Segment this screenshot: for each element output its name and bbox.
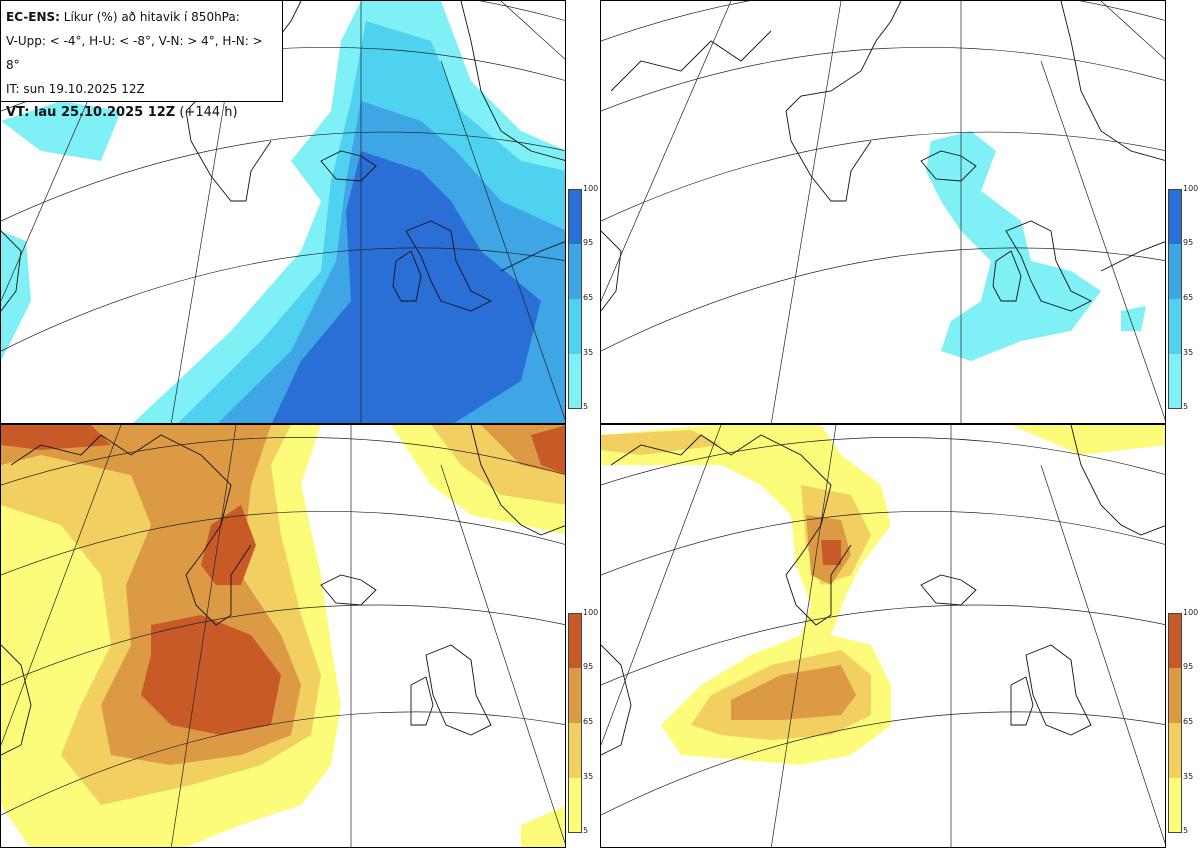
map-panel-warm-8 <box>600 424 1166 848</box>
tick-100: 100 <box>1183 608 1199 617</box>
warm8-shade-95 <box>821 540 841 565</box>
warm-shade-95b <box>141 615 281 735</box>
map-panel-warm-4 <box>0 424 566 848</box>
lead-time: (+144 h) <box>179 105 238 120</box>
graticule <box>601 1 1165 423</box>
tick-65: 65 <box>583 293 594 302</box>
warm-shade-95d <box>531 425 565 475</box>
colorbar-warm-4 <box>568 613 582 833</box>
tick-35: 35 <box>583 772 594 781</box>
tick-5: 5 <box>1183 402 1189 411</box>
coastlines <box>1 425 565 756</box>
cold8-shade-5 <box>926 131 1101 361</box>
tick-35: 35 <box>583 348 594 357</box>
tick-65: 65 <box>1183 293 1194 302</box>
warm8-shade-5b <box>1011 425 1165 455</box>
valid-time: VT: lau 25.10.2025 12Z <box>6 105 176 120</box>
graticule <box>601 425 1165 847</box>
tick-5: 5 <box>1183 826 1189 835</box>
tick-65: 65 <box>583 717 594 726</box>
chart-title: Líkur (%) að hitavik í 850hPa: <box>63 10 240 24</box>
tick-100: 100 <box>1183 184 1199 193</box>
warm8-shade-65b <box>731 665 856 720</box>
coastlines <box>601 1 1165 312</box>
colorbar-cold-4 <box>568 189 582 409</box>
threshold-legend: V-Upp: < -4°, H-U: < -8°, V-N: > 4°, H-N… <box>6 34 263 72</box>
colorbar-warm-8 <box>1168 613 1182 833</box>
init-time: IT: sun 19.10.2025 12Z <box>6 82 145 96</box>
cold-shade-5c <box>1 101 121 161</box>
warm-shade-5c <box>521 805 565 847</box>
tick-5: 5 <box>583 402 589 411</box>
coastlines <box>601 425 1165 756</box>
map-panel-cold-8 <box>600 0 1166 424</box>
model-label: EC-ENS: <box>6 10 60 24</box>
tick-100: 100 <box>583 184 599 193</box>
warm8-shade-35 <box>601 430 721 455</box>
graticule <box>1 425 565 847</box>
tick-95: 95 <box>1183 238 1194 247</box>
map-warm-8 <box>601 425 1165 847</box>
cold-shade-5b <box>1 231 31 361</box>
cold8-shade-5b <box>1121 306 1146 331</box>
tick-100: 100 <box>583 608 599 617</box>
map-warm-4 <box>1 425 565 847</box>
warm-shade-95 <box>1 425 111 450</box>
map-panel-cold-4: EC-ENS: Líkur (%) að hitavik í 850hPa: V… <box>0 0 566 424</box>
tick-65: 65 <box>1183 717 1194 726</box>
tick-35: 35 <box>1183 348 1194 357</box>
map-cold-8 <box>601 1 1165 423</box>
tick-35: 35 <box>1183 772 1194 781</box>
map-cold-4 <box>1 1 565 423</box>
tick-5: 5 <box>583 826 589 835</box>
tick-95: 95 <box>1183 662 1194 671</box>
colorbar-cold-8 <box>1168 189 1182 409</box>
cold-shade-95 <box>271 151 541 423</box>
tick-95: 95 <box>583 662 594 671</box>
tick-95: 95 <box>583 238 594 247</box>
info-box: EC-ENS: Líkur (%) að hitavik í 850hPa: V… <box>1 1 283 120</box>
